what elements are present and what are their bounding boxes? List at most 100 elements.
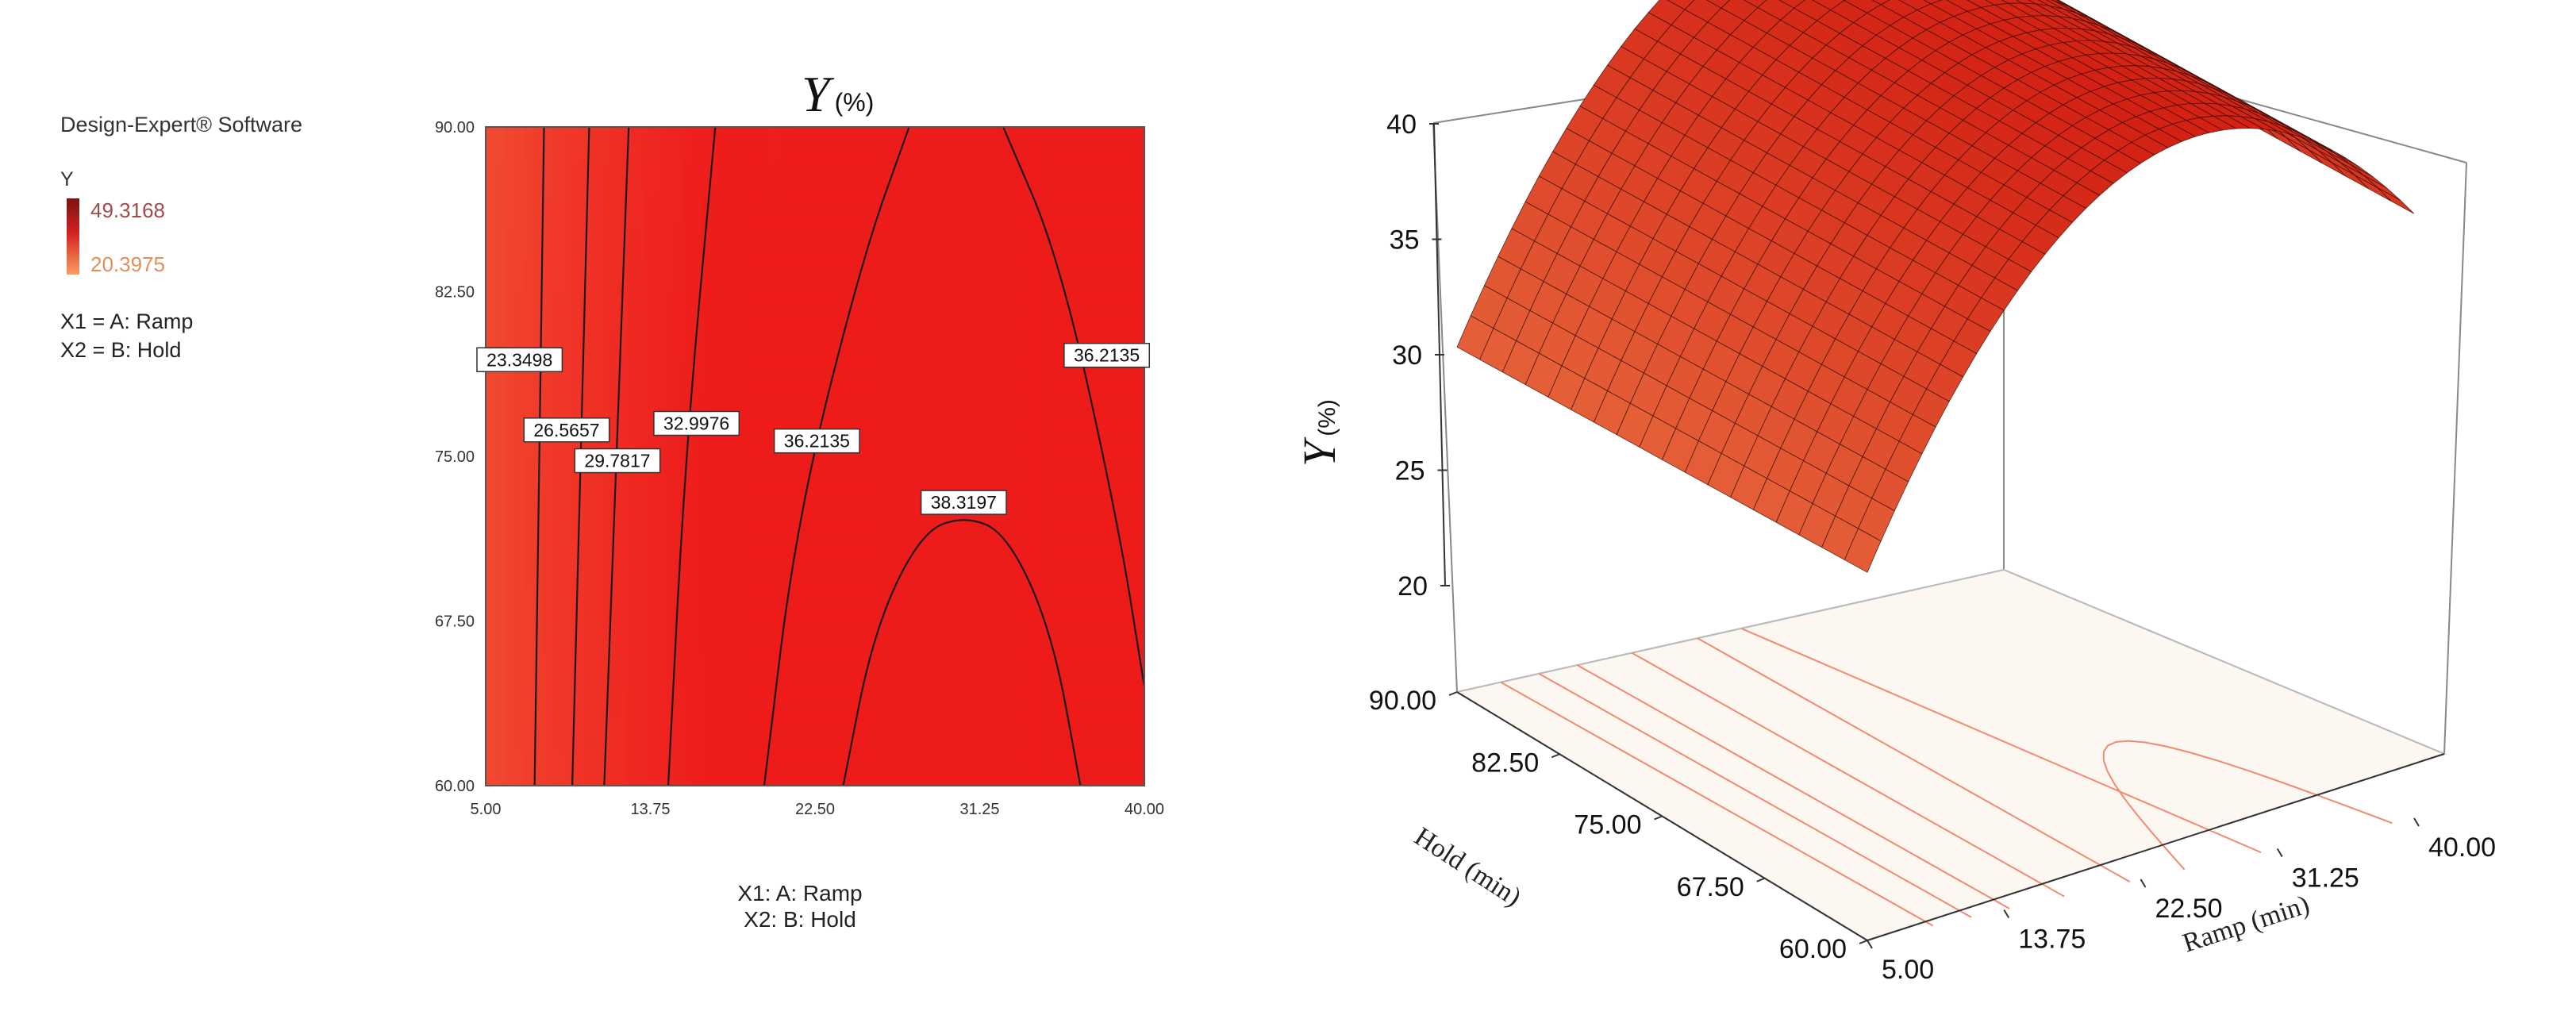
contour-field-cell: [552, 193, 562, 227]
contour-field-cell: [617, 325, 628, 359]
contour-field-cell: [909, 259, 920, 293]
contour-field-cell: [796, 686, 806, 721]
contour-field-cell: [777, 489, 788, 523]
contour-field-cell: [786, 686, 797, 721]
contour-field-cell: [871, 390, 882, 425]
contour-y-tick-label: 90.00: [435, 119, 475, 136]
surface-facet: [1871, 0, 1890, 6]
contour-field-cell: [777, 225, 788, 260]
contour-field-cell: [965, 720, 976, 754]
contour-field-cell: [1106, 720, 1117, 754]
surface-hold-tick-label: 82.50: [1471, 748, 1539, 778]
contour-field-cell: [1021, 752, 1032, 786]
contour-field-cell: [542, 686, 552, 721]
contour-field-cell: [608, 752, 618, 786]
contour-field-cell: [711, 291, 722, 325]
contour-field-cell: [1021, 193, 1032, 227]
contour-field-cell: [494, 555, 506, 589]
contour-field-cell: [692, 225, 703, 260]
contour-field-cell: [984, 522, 994, 556]
contour-field-cell: [965, 621, 976, 655]
contour-field-cell: [918, 555, 929, 589]
contour-field-cell: [975, 720, 986, 754]
contour-field-cell: [937, 621, 948, 655]
contour-field-cell: [749, 259, 759, 293]
contour-field-cell: [664, 325, 675, 359]
contour-field-cell: [504, 621, 515, 655]
contour-field-cell: [1125, 193, 1136, 227]
contour-xlabel-line1: X1: A: Ramp: [737, 881, 862, 905]
contour-field-cell: [645, 555, 656, 589]
contour-field-cell: [730, 127, 740, 161]
contour-field-cell: [758, 225, 769, 260]
contour-field-cell: [1078, 489, 1089, 523]
contour-field-cell: [1059, 720, 1070, 754]
contour-field-cell: [494, 259, 506, 293]
contour-field-cell: [1003, 127, 1013, 161]
contour-field-cell: [965, 522, 976, 556]
contour-field-cell: [1003, 752, 1013, 786]
contour-y-tick-label: 82.50: [435, 284, 475, 302]
contour-field-cell: [965, 588, 976, 622]
contour-field-cell: [702, 489, 713, 523]
contour-field-cell: [560, 555, 571, 589]
contour-field-cell: [1003, 357, 1013, 391]
contour-field-cell: [862, 686, 872, 721]
contour-label-box: [653, 410, 740, 436]
contour-field-cell: [683, 160, 694, 194]
contour-field-cell: [871, 325, 882, 359]
contour-field-cell: [786, 225, 797, 260]
contour-field-cell: [824, 160, 835, 194]
contour-field-cell: [777, 390, 788, 425]
contour-field-cell: [711, 720, 722, 754]
contour-field-cell: [984, 654, 994, 688]
contour-field-cell: [740, 127, 750, 161]
surface-hold-tick: [1859, 940, 1868, 944]
contour-field-cell: [730, 489, 740, 523]
contour-field-cell: [1059, 390, 1070, 425]
contour-field-cell: [1097, 225, 1108, 260]
contour-field-cell: [1013, 654, 1023, 688]
contour-x-tick-label: 22.50: [795, 801, 835, 818]
contour-field-cell: [740, 654, 750, 688]
contour-field-cell: [579, 325, 590, 359]
contour-field-cell: [1050, 193, 1060, 227]
contour-field-cell: [881, 259, 891, 293]
contour-field-cell: [608, 160, 618, 194]
contour-field-cell: [598, 160, 609, 194]
contour-field-cell: [486, 193, 496, 227]
contour-field-cell: [955, 588, 967, 622]
response-surface: [1456, 0, 2415, 573]
contour-field-cell: [824, 225, 835, 260]
contour-field-cell: [655, 357, 665, 391]
contour-y-tick-label: 75.00: [435, 448, 475, 466]
surface-z-axis: 20 25 30 35 40: [1386, 110, 1450, 602]
contour-field-cell: [965, 127, 976, 161]
contour-field-cell: [881, 193, 891, 227]
contour-field-cell: [786, 456, 797, 490]
contour-field-cell: [833, 291, 844, 325]
contour-field-cell: [533, 193, 543, 227]
contour-field-cell: [552, 522, 562, 556]
contour-field-cell: [1069, 160, 1079, 194]
contour-field-cell: [1021, 555, 1032, 589]
contour-field-cell: [702, 522, 713, 556]
contour-field-cell: [1116, 752, 1126, 786]
contour-field-cell: [899, 588, 910, 622]
contour-field-cell: [1125, 752, 1136, 786]
contour-field-cell: [683, 325, 694, 359]
contour-field-cell: [758, 720, 769, 754]
contour-field-cell: [523, 555, 533, 589]
contour-field-cell: [560, 259, 571, 293]
contour-field-cell: [899, 654, 910, 688]
contour-field-cell: [984, 259, 994, 293]
contour-field-cell: [523, 193, 533, 227]
contour-field-cell: [626, 654, 637, 688]
contour-field-cell: [909, 193, 920, 227]
contour-field-cell: [955, 456, 967, 490]
contour-field-cell: [636, 522, 647, 556]
contour-field-cell: [881, 654, 891, 688]
contour-field-cell: [560, 686, 571, 721]
contour-field-cell: [1135, 225, 1144, 260]
contour-field-cell: [494, 456, 506, 490]
